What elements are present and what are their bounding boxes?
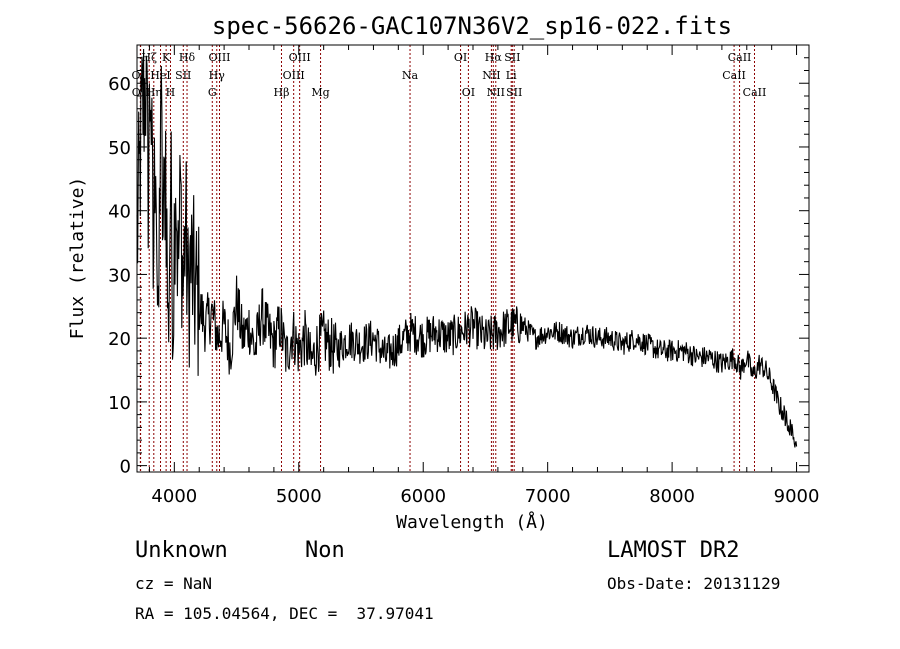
emission-line-markers: [139, 45, 755, 472]
emission-line-labels: OIIOIIHζHηHeIKHSIIHδGHγOIIIHβOIIIOIIIMgN…: [132, 51, 767, 99]
line-marker-label: Na: [402, 69, 419, 82]
line-marker-label: OIII: [289, 51, 311, 64]
x-tick-label: 6000: [400, 486, 446, 507]
line-marker-label: SII: [504, 51, 520, 64]
y-tick-label: 60: [108, 74, 131, 95]
line-marker-label: Li: [506, 69, 517, 82]
y-tick-label: 40: [108, 202, 131, 223]
line-marker-label: Hδ: [179, 51, 196, 64]
y-tick-label: 20: [108, 329, 131, 350]
line-marker-label: SII: [175, 69, 191, 82]
line-marker-label: OIII: [283, 69, 305, 82]
line-marker-label: OI: [462, 86, 475, 99]
line-marker-label: K: [162, 51, 171, 64]
coordinates-text: RA = 105.04564, DEC = 37.97041: [135, 604, 434, 623]
line-marker-label: OIII: [208, 51, 230, 64]
x-axis-label: Wavelength (Å): [396, 511, 548, 533]
line-marker-label: NII: [487, 86, 505, 99]
subclass-text: Non: [305, 538, 345, 563]
line-marker-label: CaII: [728, 51, 752, 64]
x-axis-ticks: 4000 5000 6000 7000 8000 9000: [148, 45, 820, 507]
y-tick-label: 50: [108, 138, 131, 159]
y-tick-label: 10: [108, 393, 131, 414]
line-marker-label: H: [166, 86, 176, 99]
line-marker-label: G: [208, 86, 217, 99]
x-tick-label: 4000: [151, 486, 197, 507]
spectrum-series-line: [136, 48, 798, 448]
x-tick-label: 7000: [525, 486, 571, 507]
x-tick-label: 5000: [276, 486, 322, 507]
line-marker-label: HeI: [150, 69, 170, 82]
y-tick-label: 0: [120, 457, 131, 478]
y-axis-ticks: 0 10 20 30 40 50 60: [108, 57, 809, 478]
chart-title: spec-56626-GAC107N36V2_sp16-022.fits: [212, 12, 732, 40]
line-marker-label: Hβ: [274, 86, 290, 99]
plot-frame: [136, 44, 810, 473]
x-tick-label: 9000: [774, 486, 820, 507]
object-class-text: Unknown: [135, 538, 228, 563]
y-axis-label: Flux (relative): [67, 177, 88, 340]
line-marker-label: Hζ: [141, 51, 157, 64]
line-marker-label: NII: [482, 69, 500, 82]
obs-date-text: Obs-Date: 20131129: [607, 574, 781, 593]
line-marker-label: CaII: [722, 69, 746, 82]
line-marker-label: SII: [506, 86, 522, 99]
line-marker-label: CaII: [743, 86, 767, 99]
x-tick-label: 8000: [649, 486, 695, 507]
survey-text: LAMOST DR2: [607, 538, 740, 563]
line-marker-label: Hα: [485, 51, 503, 64]
redshift-text: cz = NaN: [135, 574, 213, 593]
line-marker-label: OI: [454, 51, 467, 64]
line-marker-label: Hγ: [209, 69, 226, 82]
line-marker-label: Mg: [311, 86, 329, 99]
y-tick-label: 30: [108, 265, 131, 286]
